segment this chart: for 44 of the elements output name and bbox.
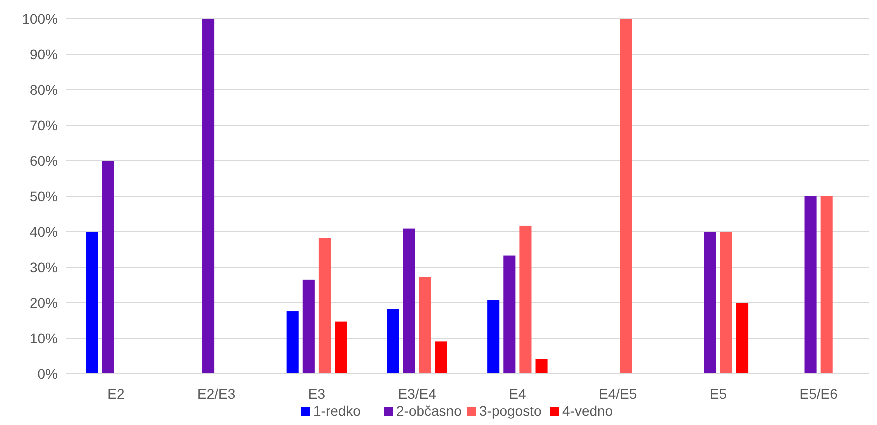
bar bbox=[335, 322, 348, 374]
x-tick-label: E3/E4 bbox=[398, 386, 437, 402]
y-tick-label: 10% bbox=[30, 330, 58, 346]
y-tick-label: 20% bbox=[30, 294, 58, 311]
bar bbox=[318, 238, 331, 374]
legend-label: 4-vedno bbox=[562, 403, 614, 419]
bar bbox=[435, 342, 448, 374]
bar bbox=[704, 232, 716, 374]
bar bbox=[102, 161, 114, 374]
bar bbox=[419, 277, 432, 374]
x-tick-label: E5/E6 bbox=[800, 386, 838, 402]
legend-label: 2-občasno bbox=[396, 403, 462, 419]
x-tick-label: E2/E3 bbox=[197, 386, 236, 402]
y-tick-label: 0% bbox=[38, 366, 58, 382]
bar bbox=[536, 359, 548, 374]
bar bbox=[387, 309, 400, 374]
y-tick-label: 50% bbox=[30, 188, 58, 204]
x-tick-label: E2 bbox=[108, 386, 125, 402]
y-tick-label: 100% bbox=[22, 10, 58, 27]
y-tick-label: 30% bbox=[30, 259, 58, 276]
legend-label: 3-pogosto bbox=[480, 403, 542, 419]
bar bbox=[820, 196, 833, 374]
bar bbox=[520, 226, 532, 374]
bar bbox=[403, 228, 416, 374]
x-tick-label: E4/E5 bbox=[598, 386, 638, 402]
bar bbox=[804, 196, 817, 374]
bar bbox=[302, 280, 315, 374]
bar bbox=[620, 19, 632, 374]
bar bbox=[286, 312, 299, 374]
x-tick-label: E3 bbox=[308, 386, 326, 402]
bar bbox=[86, 232, 98, 374]
y-tick-label: 70% bbox=[30, 117, 58, 134]
y-tick-label: 80% bbox=[30, 82, 58, 98]
bar bbox=[720, 232, 732, 374]
bar bbox=[504, 256, 516, 374]
legend-label: 1-redko bbox=[314, 403, 362, 419]
y-tick-label: 90% bbox=[30, 46, 58, 62]
bar bbox=[488, 300, 500, 374]
bar bbox=[202, 19, 215, 374]
y-tick-label: 40% bbox=[30, 224, 58, 240]
x-tick-label: E4 bbox=[509, 386, 526, 402]
bar bbox=[736, 303, 749, 374]
y-tick-label: 60% bbox=[30, 152, 58, 169]
x-tick-label: E5 bbox=[710, 386, 728, 402]
